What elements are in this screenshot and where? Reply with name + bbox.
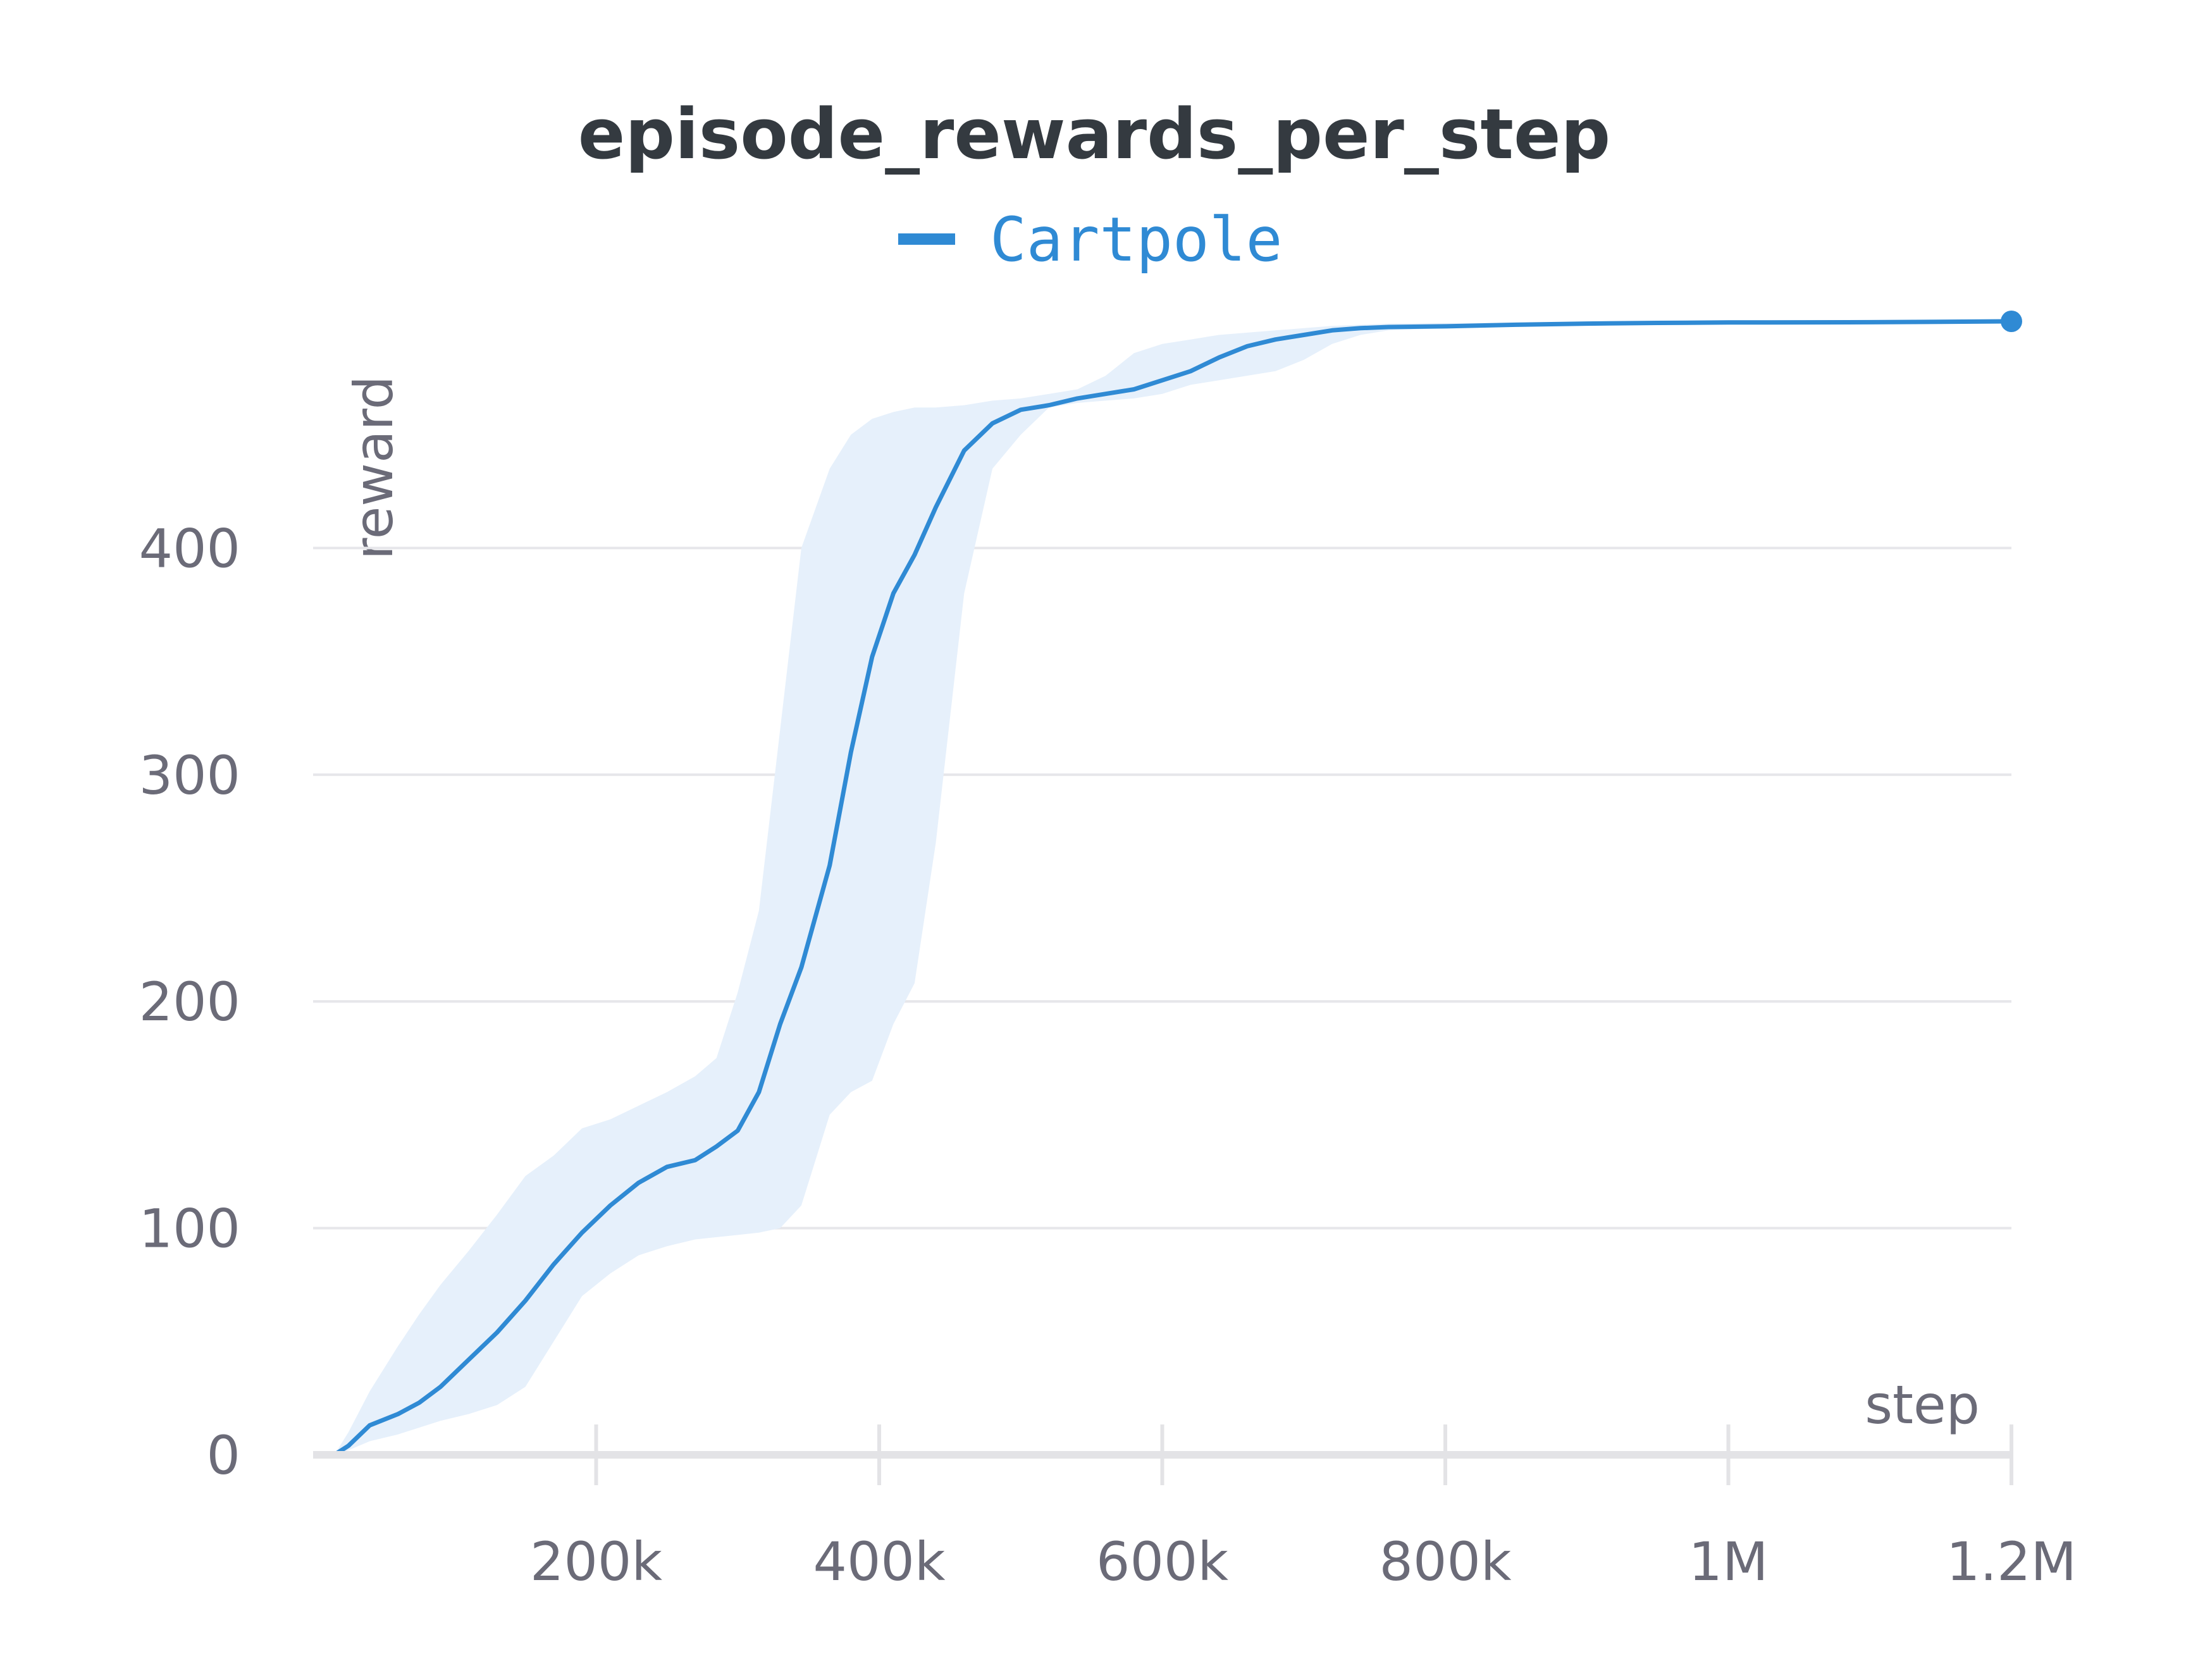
confidence-band-area xyxy=(334,321,2011,1455)
x-tick-label: 400k xyxy=(813,1531,946,1593)
y-axis-title: reward xyxy=(343,376,405,560)
y-tick-label: 300 xyxy=(139,744,240,806)
y-tick-label: 200 xyxy=(139,971,240,1033)
grid xyxy=(313,547,2011,1230)
y-tick-label: 400 xyxy=(139,517,240,579)
x-tick-label: 600k xyxy=(1096,1531,1228,1593)
x-axis-title: step xyxy=(1865,1374,1980,1436)
x-tick-label: 200k xyxy=(530,1531,662,1593)
y-tick-label: 100 xyxy=(139,1198,240,1260)
x-tick-label: 1.2M xyxy=(1946,1531,2077,1593)
legend-label-cartpole: Cartpole xyxy=(990,204,1282,275)
chart-title: episode_rewards_per_step xyxy=(578,94,1611,175)
legend: Cartpole xyxy=(898,204,1282,275)
x-axis: 200k 400k 600k 800k 1M 1.2M xyxy=(313,1424,2077,1593)
series-lines xyxy=(332,311,2022,1457)
y-tick-label: 0 xyxy=(207,1424,240,1486)
series-line xyxy=(332,319,2014,1457)
y-axis: 0 100 200 300 400 xyxy=(139,517,240,1486)
x-tick-label: 1M xyxy=(1689,1531,1769,1593)
confidence-band xyxy=(334,321,2011,1455)
series-endpoint-marker xyxy=(2001,311,2022,332)
x-tick-label: 800k xyxy=(1380,1531,1512,1593)
